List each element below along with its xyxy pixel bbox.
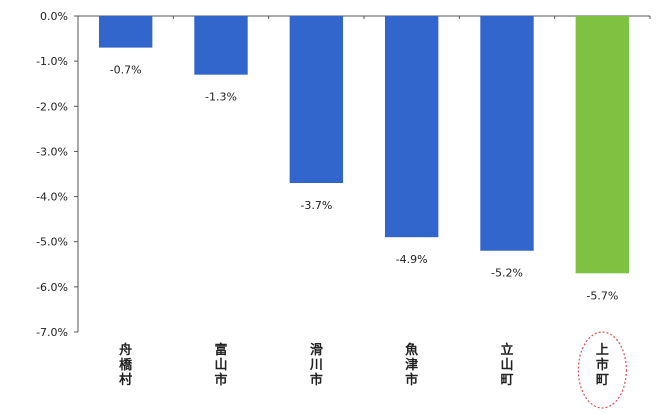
data-label: -5.7% — [586, 289, 618, 302]
data-label: -4.9% — [396, 253, 428, 266]
y-tick-label: -6.0% — [36, 281, 68, 294]
bar — [98, 16, 153, 48]
category-label: 滑川市 — [309, 342, 323, 388]
bar — [480, 16, 534, 251]
y-tick-label: -7.0% — [36, 326, 68, 339]
category-label-text: 魚津市 — [405, 342, 418, 388]
category-label: 魚津市 — [405, 342, 418, 388]
y-tick-label: -4.0% — [36, 191, 68, 204]
bar — [575, 16, 630, 274]
y-tick-label: -1.0% — [36, 55, 68, 68]
category-label-text: 立山町 — [500, 342, 513, 388]
category-label: 上市町 — [596, 343, 609, 388]
category-label: 舟橋村 — [119, 342, 133, 388]
data-label: -5.2% — [491, 267, 523, 280]
category-label: 富山市 — [214, 342, 227, 388]
bar — [384, 16, 439, 238]
bar — [289, 16, 344, 184]
category-label-text: 富山市 — [214, 342, 227, 388]
data-labels: -0.7% -1.3% -3.7% -4.9% -5.2% -5.7% — [110, 64, 619, 303]
data-label: -1.3% — [205, 91, 237, 104]
y-axis: 0.0% -1.0% -2.0% -3.0% -4.0% -5.0% -6.0% -7.0% — [36, 10, 651, 339]
y-tick-label: -2.0% — [36, 100, 68, 113]
bars — [98, 16, 630, 274]
bar — [194, 16, 248, 75]
y-tick-label: -3.0% — [36, 145, 68, 158]
data-label: -0.7% — [110, 64, 142, 77]
data-label: -3.7% — [300, 199, 332, 212]
category-label-text: 上市町 — [596, 343, 609, 388]
y-tick-label: -5.0% — [36, 236, 68, 249]
category-label-text: 滑川市 — [309, 342, 323, 388]
category-label-text: 舟橋村 — [119, 342, 133, 388]
y-tick-label: 0.0% — [40, 10, 68, 23]
highlight-marker — [577, 331, 627, 409]
category-label: 立山町 — [500, 342, 513, 388]
category-labels: 舟橋村 富山市 滑川市 魚津市 立山町 上市町 — [119, 331, 627, 409]
